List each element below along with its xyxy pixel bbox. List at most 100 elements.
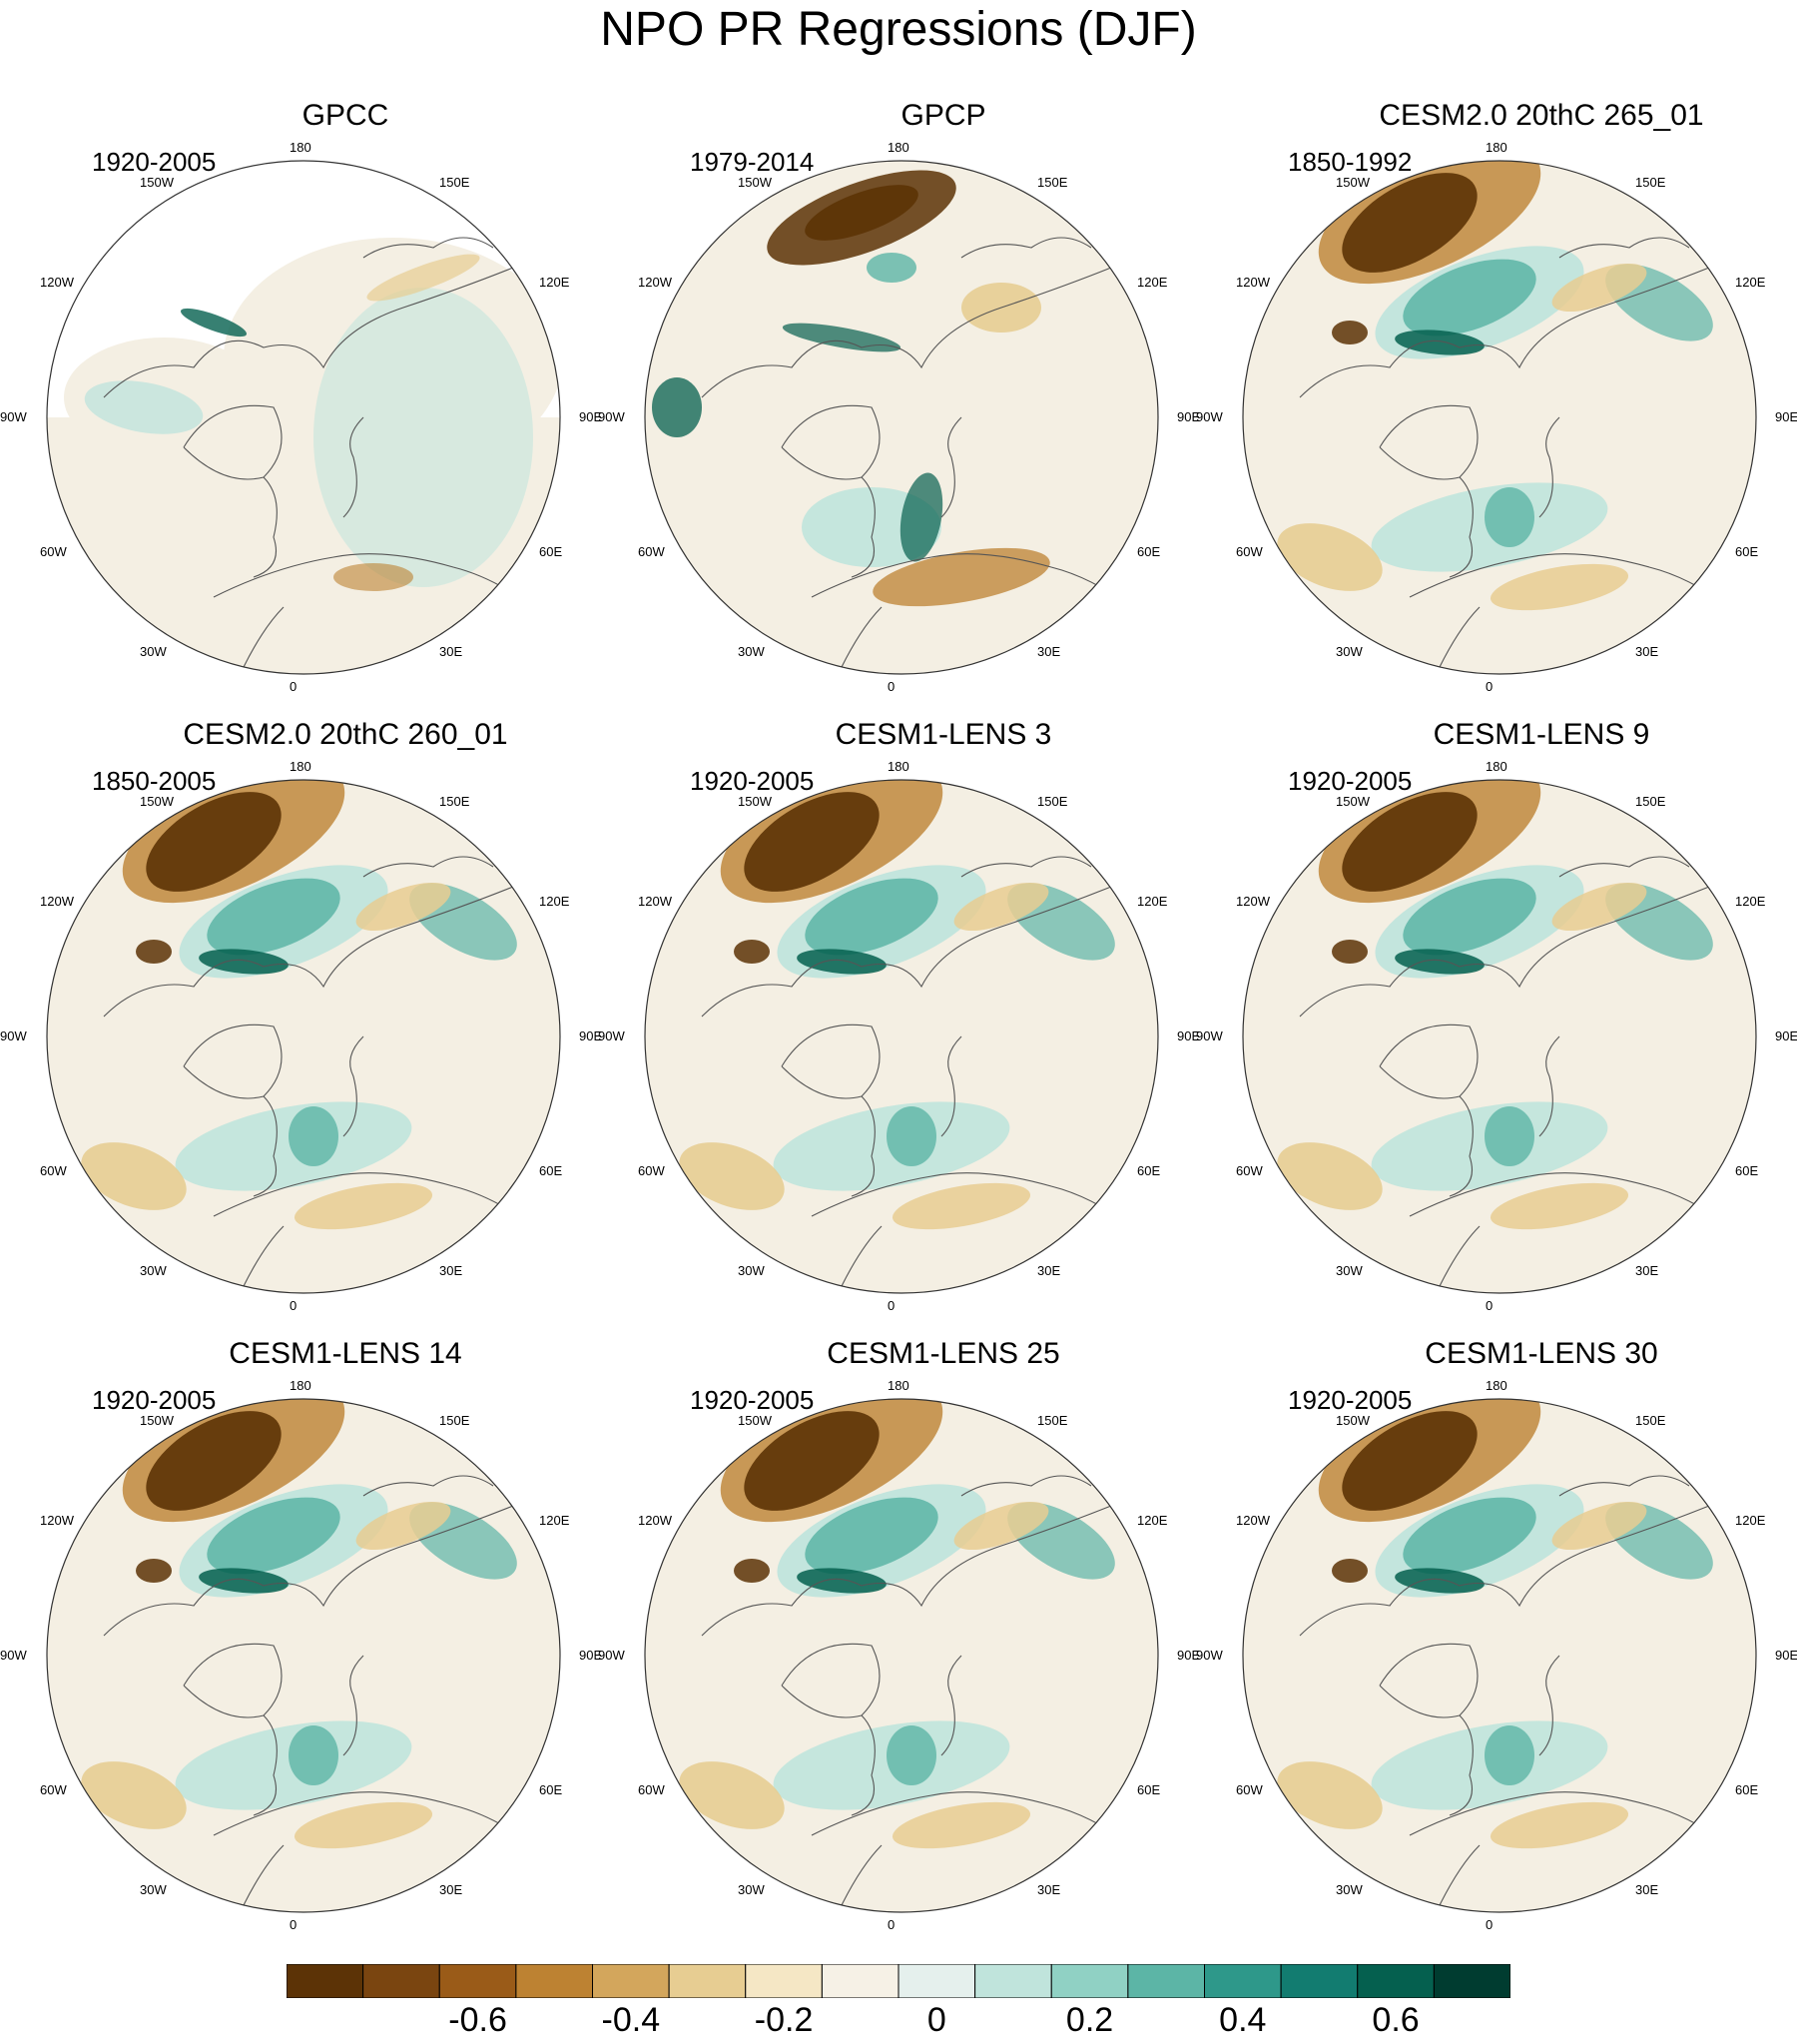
map-panel: CESM2.0 20thC 260_01 1850-2005 180 150E 120E… [0,717,645,1336]
panel-title: GPCC [301,99,389,132]
longitude-label: 180 [290,759,311,774]
map-panel: GPCP 1979-2014 180 150E 120E 90E 60E 30E 0 30W 60W… [598,98,1243,717]
longitude-label: 90W [0,1028,27,1043]
longitude-label: 30W [1336,644,1363,659]
longitude-label: 60W [1236,544,1263,559]
polar-map [644,779,1159,1294]
longitude-label: 180 [1486,1378,1507,1393]
longitude-label: 60E [1735,1782,1759,1797]
longitude-label: 120E [1735,1513,1766,1528]
longitude-label: 30E [1037,1263,1061,1278]
longitude-label: 150W [738,1413,772,1428]
longitude-label: 60W [1236,1163,1263,1178]
longitude-label: 90W [0,1648,27,1663]
longitude-label: 0 [1486,679,1494,694]
longitude-label: 120W [40,275,74,290]
longitude-label: 120E [1735,894,1766,909]
polar-map [1242,1398,1757,1913]
polar-map [1242,779,1757,1294]
longitude-label: 90E [1177,1028,1201,1043]
longitude-label: 150E [1037,1413,1068,1428]
panel-title: CESM1-LENS 30 [1425,1337,1658,1370]
colorbar-swatch [668,1964,747,1998]
longitude-label: 30E [1635,644,1659,659]
map-panel: CESM1-LENS 9 1920-2005 180 150E 120E 90E 60E 30… [1196,717,1797,1336]
longitude-label: 30W [738,1263,765,1278]
longitude-label: 30W [1336,1882,1363,1897]
panel-title: CESM1-LENS 14 [229,1337,462,1370]
longitude-label: 90W [598,1648,625,1663]
longitude-label: 0 [1486,1917,1494,1932]
colorbar-swatch [1050,1964,1129,1998]
polar-map [1242,160,1757,675]
panel-period: 1920-2005 [1288,1385,1413,1415]
longitude-label: 150E [1635,175,1666,190]
longitude-label: 150W [140,794,174,809]
figure-title: NPO PR Regressions (DJF) [600,3,1197,56]
longitude-label: 30W [1336,1263,1363,1278]
panel-period: 1920-2005 [690,766,815,796]
panel-period: 1920-2005 [690,1385,815,1415]
longitude-label: 150E [1635,1413,1666,1428]
longitude-label: 90E [1775,1648,1797,1663]
colorbar-swatch [1280,1964,1359,1998]
longitude-label: 150W [738,794,772,809]
longitude-label: 90W [1196,409,1223,424]
longitude-label: 0 [290,1298,298,1313]
longitude-label: 150W [738,175,772,190]
longitude-label: 120W [40,1513,74,1528]
longitude-label: 60W [1236,1782,1263,1797]
colorbar-tick-label: 0 [926,2001,946,2039]
longitude-label: 60E [539,1163,563,1178]
longitude-label: 60W [40,1782,67,1797]
longitude-label: 60W [40,544,67,559]
colorbar-swatch [1204,1964,1282,1998]
panel-period: 1979-2014 [690,147,815,177]
longitude-label: 120E [539,1513,570,1528]
map-panel: GPCC 1920-2005 180 150E 120E 90E 60E 30E 0 30W 60W… [0,98,645,717]
polar-map [644,1398,1159,1913]
longitude-label: 60E [539,544,563,559]
map-panel: CESM1-LENS 25 1920-2005 180 150E 120E 90E 60E 3… [598,1336,1243,1955]
longitude-label: 30E [439,1263,463,1278]
colorbar-swatch [592,1964,670,1998]
longitude-label: 120E [1137,275,1168,290]
colorbar-swatch [745,1964,823,1998]
longitude-label: 150W [140,1413,174,1428]
colorbar-swatch [438,1964,517,1998]
longitude-label: 120E [1137,894,1168,909]
longitude-label: 60E [1735,1163,1759,1178]
polar-map [46,1398,561,1913]
longitude-label: 0 [290,1917,298,1932]
longitude-label: 180 [888,759,909,774]
longitude-label: 0 [1486,1298,1494,1313]
longitude-label: 90W [1196,1028,1223,1043]
longitude-label: 30W [738,1882,765,1897]
longitude-label: 150W [140,175,174,190]
colorbar-tick-label: 0.4 [1219,2001,1267,2039]
longitude-label: 30E [1037,644,1061,659]
panel-period: 1920-2005 [92,147,217,177]
map-panel: CESM2.0 20thC 265_01 1850-1992 180 150E 120E… [1196,98,1797,717]
longitude-label: 180 [888,1378,909,1393]
panel-period: 1920-2005 [92,1385,217,1415]
map-panel: CESM1-LENS 30 1920-2005 180 150E 120E 90E 60E 3… [1196,1336,1797,1955]
longitude-label: 30E [1037,1882,1061,1897]
colorbar-tick-label: 0.6 [1372,2001,1420,2039]
longitude-label: 90E [579,1648,603,1663]
panel-title: GPCP [900,99,986,132]
colorbar [287,1964,1510,1998]
longitude-label: 60W [638,544,665,559]
polar-map [46,779,561,1294]
colorbar-swatch [821,1964,899,1998]
panel-title: CESM2.0 20thC 260_01 [183,718,508,751]
longitude-label: 60W [638,1782,665,1797]
longitude-label: 150E [1037,794,1068,809]
longitude-label: 60W [638,1163,665,1178]
longitude-label: 150E [439,794,470,809]
longitude-label: 150E [439,175,470,190]
longitude-label: 150W [1336,1413,1370,1428]
colorbar-tick-label: -0.6 [448,2001,507,2039]
panel-title: CESM1-LENS 9 [1433,718,1650,751]
longitude-label: 60E [1735,544,1759,559]
